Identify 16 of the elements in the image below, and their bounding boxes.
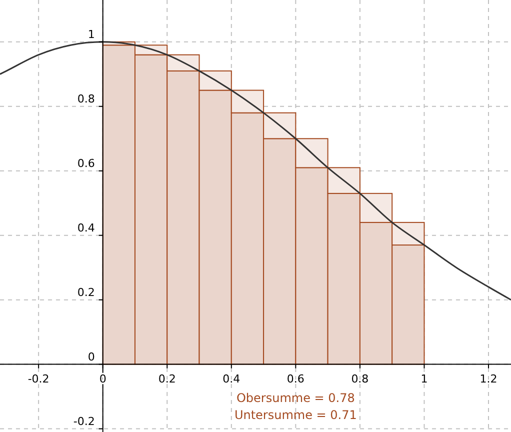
y-tick-label: 0.8: [77, 92, 95, 106]
y-tick-label: 0.2: [77, 286, 95, 299]
x-tick-label: 0.8: [351, 372, 369, 386]
y-tick-label: 0.4: [77, 221, 95, 234]
x-tick-label: 0.2: [158, 372, 176, 386]
x-tick-label: -0.2: [28, 372, 50, 386]
x-tick-label: 1.2: [480, 372, 498, 386]
y-tick-label: -0.2: [73, 414, 95, 428]
annotation: Obersumme = 0.78: [236, 391, 355, 405]
x-tick-label: 0.4: [222, 372, 240, 386]
x-tick-label: 0.6: [286, 372, 304, 386]
x-tick-label: 1: [420, 372, 428, 386]
y-tick-label: 0: [88, 350, 95, 364]
annotation: Untersumme = 0.71: [234, 408, 357, 422]
y-tick-label: 1: [88, 28, 95, 41]
y-tick-label: 0.6: [77, 156, 95, 170]
